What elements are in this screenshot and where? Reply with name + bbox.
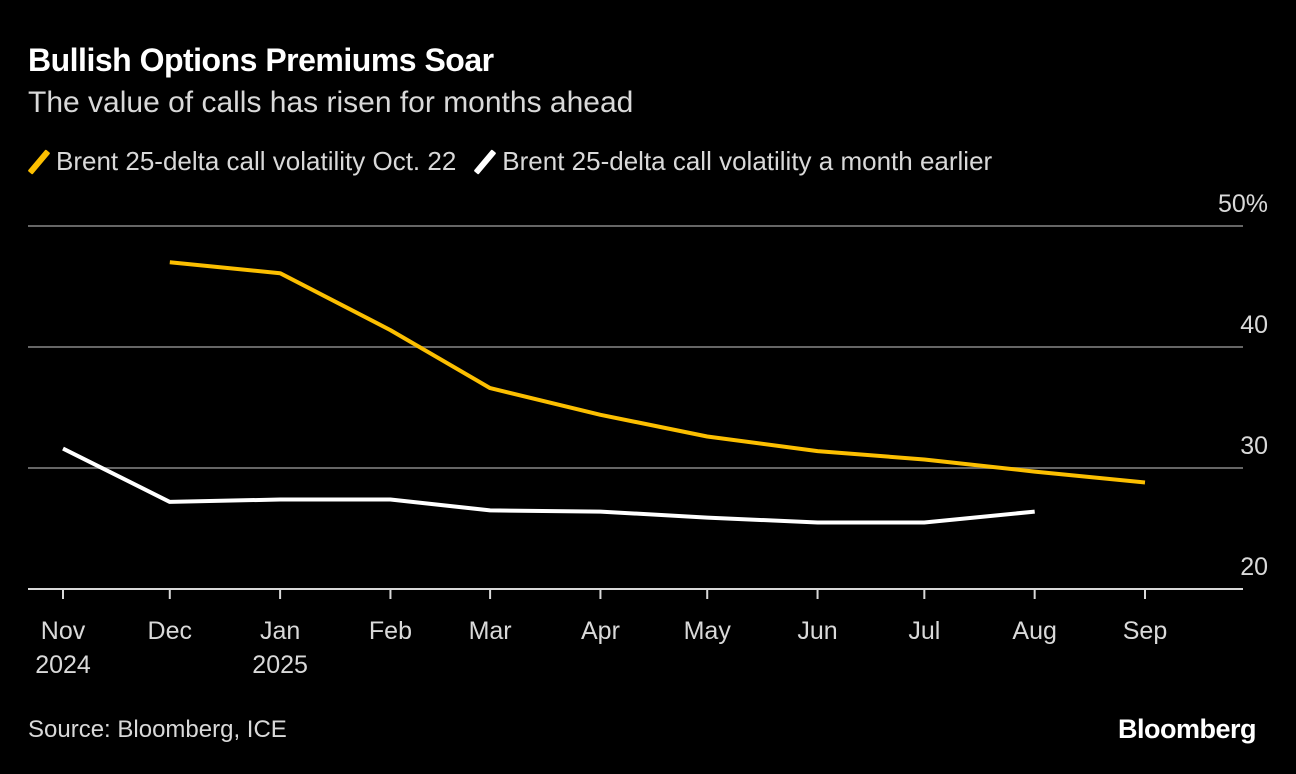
bloomberg-logo: Bloomberg	[1117, 714, 1257, 744]
x-tick-label: Jan	[260, 617, 300, 645]
chart-subtitle: The value of calls has risen for months …	[28, 86, 634, 119]
x-tick-label: Jul	[908, 617, 940, 645]
legend-label: Brent 25-delta call volatility Oct. 22	[56, 146, 457, 176]
x-tick-year-label: 2025	[252, 651, 308, 679]
x-tick-label: Sep	[1123, 617, 1167, 645]
x-tick-label: Nov	[41, 617, 86, 645]
x-tick-label: Apr	[581, 617, 620, 645]
y-tick-label: 30	[1240, 432, 1268, 460]
legend-label: Brent 25-delta call volatility a month e…	[502, 146, 993, 176]
x-tick-label: Feb	[369, 617, 412, 645]
x-tick-label: Jun	[797, 617, 837, 645]
x-tick-label: May	[684, 617, 732, 645]
series-line-oct22	[169, 260, 1146, 485]
legend-item-month-earlier: Brent 25-delta call volatility a month e…	[473, 146, 993, 177]
x-tick-label: Mar	[469, 617, 512, 645]
x-tick-year-label: 2024	[35, 651, 91, 679]
legend: Brent 25-delta call volatility Oct. 22 B…	[27, 146, 1010, 177]
source-note: Source: Bloomberg, ICE	[28, 716, 287, 743]
y-tick-label: 40	[1240, 311, 1268, 339]
chart-title: Bullish Options Premiums Soar	[28, 42, 494, 78]
x-tick-label: Dec	[148, 617, 192, 645]
x-tick-label: Aug	[1012, 617, 1056, 645]
legend-item-oct22: Brent 25-delta call volatility Oct. 22	[27, 146, 457, 177]
y-tick-label: 20	[1240, 553, 1268, 581]
y-tick-label: 50%	[1218, 190, 1268, 218]
series-line-month-earlier	[62, 446, 1035, 525]
